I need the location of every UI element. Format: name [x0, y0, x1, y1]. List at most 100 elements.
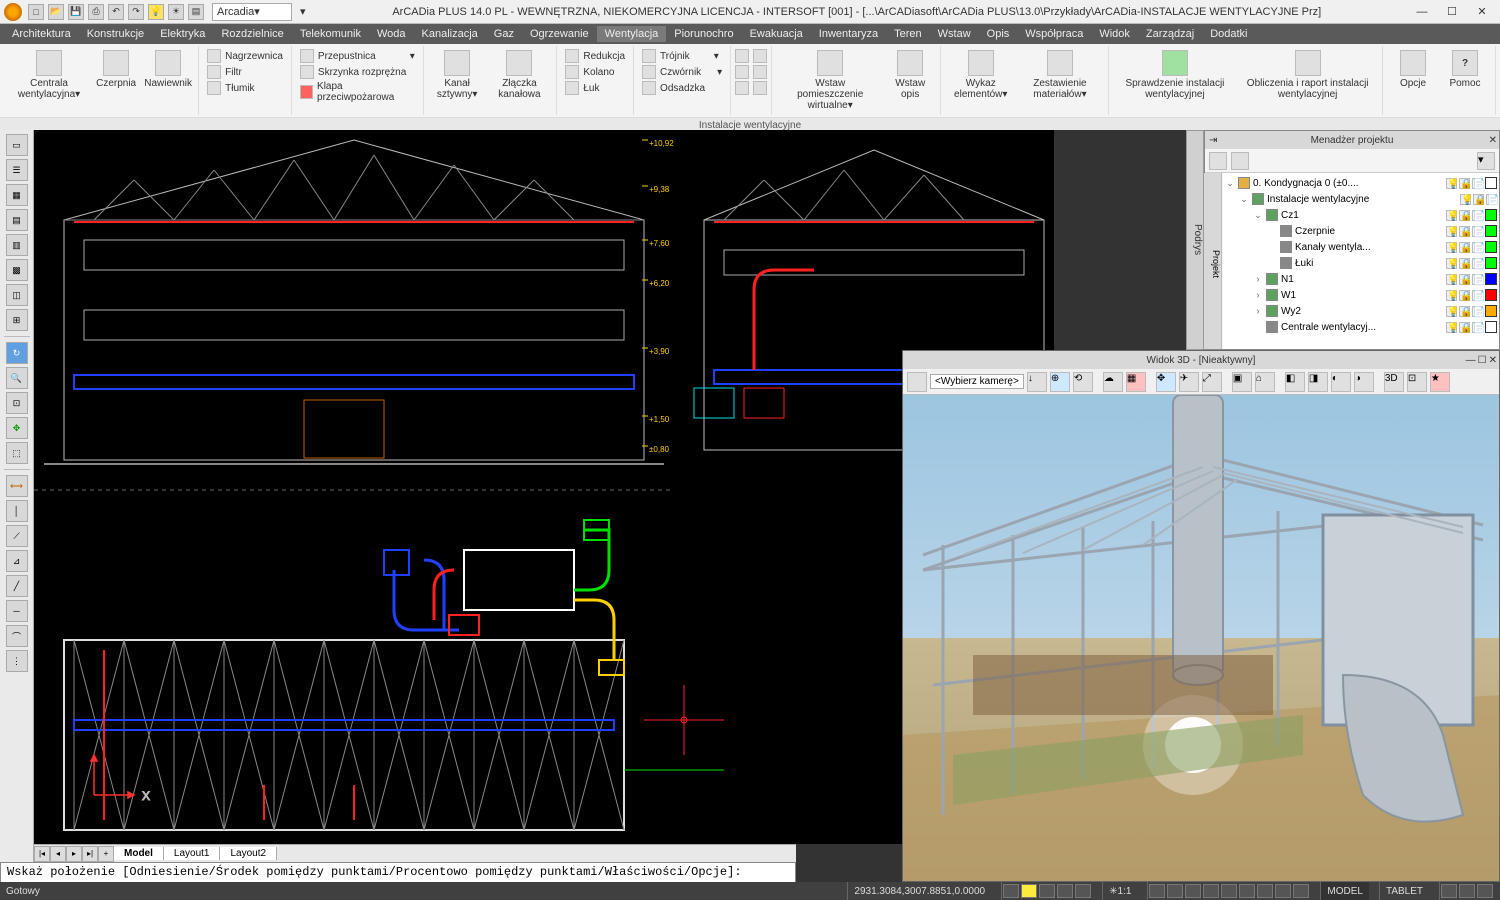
layout-tab[interactable]: Model — [114, 847, 164, 860]
view3d-tool-icon[interactable]: ▦ — [1126, 372, 1146, 392]
status-icon[interactable] — [1149, 884, 1165, 898]
tool-icon[interactable]: ▥ — [6, 234, 28, 256]
tool-icon[interactable]: ⊞ — [6, 309, 28, 331]
sprawdzenie-button[interactable]: Sprawdzenie instalacji wentylacyjnej — [1115, 48, 1236, 102]
centrala-button[interactable]: Centrala wentylacyjna▾ — [10, 48, 88, 102]
status-tablet[interactable]: TABLET — [1379, 882, 1429, 900]
qat-layers-icon[interactable]: ▤ — [188, 4, 204, 20]
menu-gaz[interactable]: Gaz — [486, 26, 522, 42]
tool-line2-icon[interactable]: ─ — [6, 600, 28, 622]
status-model[interactable]: MODEL — [1320, 882, 1369, 900]
panel-pin-icon[interactable]: ⇥ — [1209, 135, 1217, 146]
tab-nav-first-icon[interactable]: |◂ — [34, 846, 50, 862]
qat-print-icon[interactable]: ⎙ — [88, 4, 104, 20]
nawiewnik-button[interactable]: Nawiewnik — [144, 48, 192, 102]
view3d-tool-icon[interactable]: ☁ — [1103, 372, 1123, 392]
view3d-tool-icon[interactable]: ◑ — [1354, 372, 1374, 392]
menu-telekomunik[interactable]: Telekomunik — [292, 26, 369, 42]
menu-opis[interactable]: Opis — [979, 26, 1018, 42]
tree-row[interactable]: Kanały wentyla...💡🔒📄 — [1225, 239, 1497, 255]
tree-row[interactable]: Centrale wentylacyj...💡🔒📄 — [1225, 319, 1497, 335]
czerpnia-button[interactable]: Czerpnia — [92, 48, 140, 102]
menu-widok[interactable]: Widok — [1091, 26, 1138, 42]
view3d-tool-icon[interactable]: ◨ — [1308, 372, 1328, 392]
status-icon[interactable] — [1221, 884, 1237, 898]
status-icon[interactable] — [1239, 884, 1255, 898]
zestawienie-button[interactable]: Zestawienie materiałów▾ — [1018, 48, 1101, 102]
menu-konstrukcje[interactable]: Konstrukcje — [79, 26, 152, 42]
status-toggle-icon[interactable] — [1039, 884, 1055, 898]
menu-dodatki[interactable]: Dodatki — [1202, 26, 1255, 42]
redukcja-button[interactable]: Redukcja — [563, 48, 627, 64]
misc-icon-1[interactable] — [735, 49, 749, 63]
close-button[interactable]: ✕ — [1468, 2, 1496, 22]
view3d-min-icon[interactable]: — — [1466, 355, 1476, 366]
tab-nav-next-icon[interactable]: ▸ — [66, 846, 82, 862]
tree-row[interactable]: ⌄Cz1💡🔒📄 — [1225, 207, 1497, 223]
tool-icon[interactable]: ◫ — [6, 284, 28, 306]
view3d-tool-icon[interactable]: ⌂ — [1255, 372, 1275, 392]
view3d-tool-icon[interactable]: ★ — [1430, 372, 1450, 392]
view3d-tool-icon[interactable]: ◧ — [1285, 372, 1305, 392]
tool-dim-icon[interactable]: ⟷ — [6, 475, 28, 497]
panel-side-tab[interactable]: Projekt — [1204, 173, 1222, 349]
klapa-button[interactable]: Klapa przeciwpożarowa — [298, 80, 417, 104]
panel-close-icon[interactable]: ✕ — [1489, 135, 1497, 146]
status-icon[interactable] — [1441, 884, 1457, 898]
view3d-close-icon[interactable]: ✕ — [1489, 355, 1497, 366]
status-icon[interactable] — [1257, 884, 1273, 898]
tree-row[interactable]: ›Wy2💡🔒📄 — [1225, 303, 1497, 319]
menu-piorunochro[interactable]: Piorunochro — [666, 26, 741, 42]
view3d-render[interactable] — [903, 395, 1499, 881]
tool-line-icon[interactable]: ╱ — [6, 575, 28, 597]
tree-row[interactable]: ›N1💡🔒📄 — [1225, 271, 1497, 287]
tool-pan-icon[interactable]: ✥ — [6, 417, 28, 439]
view3d-tool-icon[interactable]: ✈ — [1179, 372, 1199, 392]
tree-row[interactable]: Łuki💡🔒📄 — [1225, 255, 1497, 271]
status-toggle-icon[interactable] — [1003, 884, 1019, 898]
wstaw-pomieszczenie-button[interactable]: Wstaw pomieszczenie wirtualne▾ — [778, 48, 882, 113]
status-toggle-icon[interactable] — [1021, 884, 1037, 898]
menu-ogrzewanie[interactable]: Ogrzewanie — [522, 26, 597, 42]
minimize-button[interactable]: — — [1408, 2, 1436, 22]
menu-wentylacja[interactable]: Wentylacja — [597, 26, 667, 42]
tool-zoom-icon[interactable]: 🔍 — [6, 367, 28, 389]
pomoc-button[interactable]: ?Pomoc — [1441, 48, 1489, 91]
misc-icon-2[interactable] — [753, 49, 767, 63]
tool-icon[interactable]: ▭ — [6, 134, 28, 156]
view3d-tool-icon[interactable] — [907, 372, 927, 392]
view3d-tool-icon[interactable]: ⟲ — [1073, 372, 1093, 392]
tab-nav-prev-icon[interactable]: ◂ — [50, 846, 66, 862]
tool-dim3-icon[interactable]: ⟋ — [6, 525, 28, 547]
misc-icon-3[interactable] — [735, 65, 749, 79]
status-toggle-icon[interactable] — [1075, 884, 1091, 898]
przepustnica-button[interactable]: Przepustnica▾ — [298, 48, 417, 64]
layout-tab[interactable]: Layout2 — [220, 847, 277, 860]
menu-elektryka[interactable]: Elektryka — [152, 26, 213, 42]
nagrzewnica-button[interactable]: Nagrzewnica — [205, 48, 285, 64]
menu-rozdzielnice[interactable]: Rozdzielnice — [213, 26, 291, 42]
view3d-tool-icon[interactable]: ⊕ — [1050, 372, 1070, 392]
camera-combo[interactable]: <Wybierz kamerę> — [930, 374, 1024, 389]
tool-icon[interactable]: ▩ — [6, 259, 28, 281]
tab-add-icon[interactable]: + — [98, 846, 114, 862]
view3d-max-icon[interactable]: ☐ — [1478, 355, 1487, 366]
project-tree[interactable]: ⌄0. Kondygnacja 0 (±0....💡🔒📄⌄Instalacje … — [1223, 173, 1499, 349]
status-icon[interactable] — [1477, 884, 1493, 898]
view3d-tool-icon[interactable]: ⊡ — [1407, 372, 1427, 392]
tree-row[interactable]: ›W1💡🔒📄 — [1225, 287, 1497, 303]
menu-ewakuacja[interactable]: Ewakuacja — [742, 26, 811, 42]
wstaw-opis-button[interactable]: Wstaw opis — [886, 48, 934, 113]
qat-new-icon[interactable]: □ — [28, 4, 44, 20]
status-icon[interactable] — [1293, 884, 1309, 898]
qat-undo-icon[interactable]: ↶ — [108, 4, 124, 20]
status-icon[interactable] — [1185, 884, 1201, 898]
tree-row[interactable]: ⌄0. Kondygnacja 0 (±0....💡🔒📄 — [1225, 175, 1497, 191]
tree-row[interactable]: Czerpnie💡🔒📄 — [1225, 223, 1497, 239]
tool-arc-icon[interactable]: ⌒ — [6, 625, 28, 647]
tool-icon[interactable]: ▦ — [6, 184, 28, 206]
tool-icon[interactable]: ☰ — [6, 159, 28, 181]
tlumik-button[interactable]: Tłumik — [205, 80, 256, 96]
sidebar-tabs[interactable]: Podrys Rzut 1 Przekrój A-A — [1186, 130, 1204, 350]
filtr-button[interactable]: Filtr — [205, 64, 244, 80]
